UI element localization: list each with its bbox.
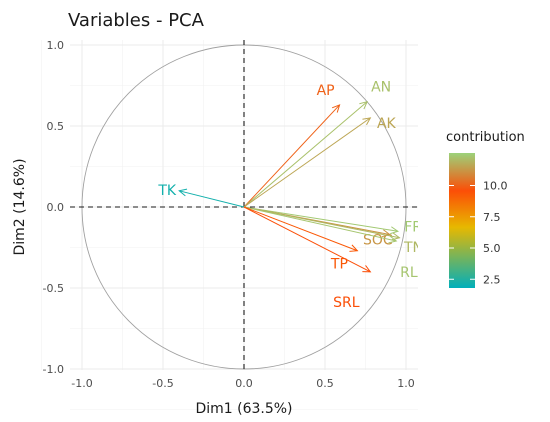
legend-title: contribution <box>446 130 525 145</box>
arrow-an <box>243 101 368 208</box>
label-tn: TN <box>403 240 423 256</box>
arrowhead-frb <box>390 226 400 235</box>
arrow-ap <box>243 104 340 208</box>
contribution-legend: contribution 10.0 7.5 5.0 2.5 <box>446 130 525 288</box>
legend-colorbar <box>449 153 475 288</box>
arrowhead-soc <box>381 229 391 238</box>
arrow-frb <box>243 206 398 232</box>
legend-tick-label: 2.5 <box>483 273 501 286</box>
legend-tick-label: 10.0 <box>483 180 508 193</box>
label-soc: SOC <box>363 233 393 249</box>
y-tick-label: 0.5 <box>47 120 65 133</box>
arrowhead-srl <box>362 265 372 273</box>
arrow-tn <box>243 206 400 239</box>
y-tick-label: 0.0 <box>47 201 65 214</box>
arrowhead-ap <box>331 104 341 113</box>
y-tick-label: 1.0 <box>47 39 65 52</box>
arrow-ak <box>243 117 371 208</box>
y-tick-label: -0.5 <box>43 282 64 295</box>
x-tick-label: 0.5 <box>316 377 334 390</box>
arrowhead-an <box>359 100 368 110</box>
label-rld: RLD <box>400 265 428 281</box>
label-tp: TP <box>330 257 348 273</box>
legend-ticks: 10.0 7.5 5.0 2.5 <box>449 180 508 286</box>
arrowhead-ak <box>362 117 372 126</box>
tick-labels: -1.0 -0.5 0.0 0.5 1.0 1.0 0.5 0.0 -0.5 -1.0 <box>43 39 415 390</box>
arrow-rld <box>243 206 397 242</box>
y-tick-label: -1.0 <box>43 363 64 376</box>
variable-arrows: AP AN AK TK FRB SOC TN RLD TP SRL <box>157 80 431 311</box>
label-an: AN <box>371 80 391 96</box>
label-tk: TK <box>157 183 177 199</box>
y-axis-title: Dim2 (14.6%) <box>12 158 28 255</box>
x-axis-title: Dim1 (63.5%) <box>195 401 292 417</box>
arrowhead-rld <box>388 235 398 244</box>
arrow-tp <box>243 206 358 252</box>
x-tick-label: -1.0 <box>71 377 92 390</box>
chart-title: Variables - PCA <box>68 10 205 31</box>
arrowhead-tp <box>349 244 359 252</box>
arrowhead-tk <box>178 188 188 197</box>
label-srl: SRL <box>333 295 360 311</box>
arrow-tk <box>179 190 245 208</box>
label-ak: AK <box>377 116 397 132</box>
arrow-srl <box>243 206 371 273</box>
x-tick-label: -0.5 <box>152 377 173 390</box>
x-tick-label: 1.0 <box>397 377 415 390</box>
x-tick-label: 0.0 <box>235 377 253 390</box>
label-frb: FRB <box>404 219 431 235</box>
label-ap: AP <box>317 83 335 99</box>
legend-tick-label: 7.5 <box>483 211 501 224</box>
legend-tick-label: 5.0 <box>483 242 501 255</box>
